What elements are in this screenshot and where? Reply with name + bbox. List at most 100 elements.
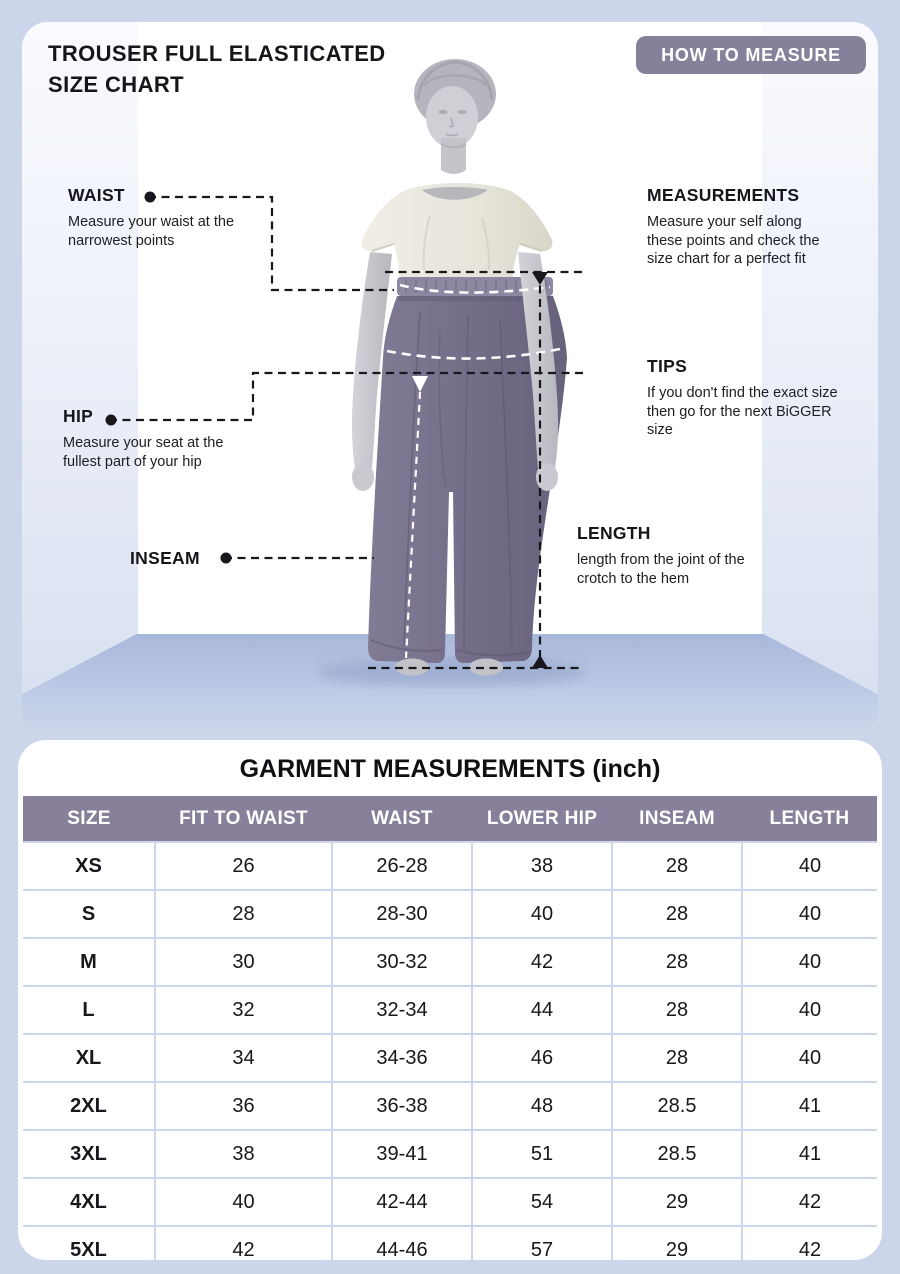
size-table-card: GARMENT MEASUREMENTS (inch) SIZE FIT TO W… (18, 740, 882, 1260)
size-cell: S (23, 890, 156, 939)
size-chart-table: SIZE FIT TO WAIST WAIST LOWER HIP INSEAM LENG… (23, 796, 877, 1260)
annotation-markers (105, 191, 548, 668)
table-row: 2XL 36 36-38 48 28.5 41 (23, 1082, 877, 1131)
value-cell: 28 (612, 1034, 743, 1083)
value-cell: 40 (742, 986, 877, 1035)
waist-connector-line (148, 195, 394, 292)
badge-label: HOW TO MEASURE (661, 44, 841, 65)
value-cell: 28.5 (612, 1130, 743, 1179)
table-row: L 32 32-34 44 28 40 (23, 986, 877, 1035)
right-foot (469, 658, 503, 676)
value-cell: 54 (472, 1178, 613, 1227)
value-cell: 40 (742, 1034, 877, 1083)
value-cell: 28 (155, 890, 333, 939)
table-row: XL 34 34-36 46 28 40 (23, 1034, 877, 1083)
left-arm (351, 252, 392, 468)
callout-length: LENGTH length from the joint of the crot… (577, 523, 777, 588)
value-cell: 29 (612, 1178, 743, 1227)
annotation-lines (109, 195, 585, 670)
value-cell: 57 (472, 1226, 613, 1260)
value-cell: 42 (155, 1226, 333, 1260)
value-cell: 26-28 (332, 842, 473, 891)
value-cell: 44 (472, 986, 613, 1035)
table-title: GARMENT MEASUREMENTS (inch) (239, 755, 661, 783)
room-left-wall (22, 22, 138, 738)
room-floor (22, 634, 878, 738)
column-header: WAIST (332, 796, 472, 843)
size-cell: 4XL (23, 1178, 156, 1227)
value-cell: 46 (472, 1034, 613, 1083)
hip-label: HIP (63, 406, 94, 426)
value-cell: 30-32 (332, 938, 473, 987)
table-row: 4XL 40 42-44 54 29 42 (23, 1178, 877, 1227)
value-cell: 28-30 (332, 890, 473, 939)
waist-label: WAIST (68, 185, 125, 205)
value-cell: 28 (612, 986, 743, 1035)
measurement-diagram (105, 59, 587, 686)
table-row: XS 26 26-28 38 28 40 (23, 842, 877, 891)
value-cell: 40 (742, 890, 877, 939)
value-cell: 28.5 (612, 1082, 743, 1131)
column-header: SIZE (23, 796, 155, 843)
room-right-wall (762, 22, 878, 738)
value-cell: 40 (742, 842, 877, 891)
size-cell: L (23, 986, 156, 1035)
measurements-label: MEASUREMENTS (647, 185, 800, 205)
size-cell: M (23, 938, 156, 987)
hip-desc: Measure your seat at the fullest part of… (63, 435, 224, 470)
figure-mannequin (317, 59, 587, 686)
value-cell: 36 (155, 1082, 333, 1131)
value-cell: 28 (612, 938, 743, 987)
value-cell: 32-34 (332, 986, 473, 1035)
table-row: M 30 30-32 42 28 40 (23, 938, 877, 987)
value-cell: 40 (155, 1178, 333, 1227)
callout-measurements: MEASUREMENTS Measure your self along the… (647, 185, 827, 269)
value-cell: 28 (612, 890, 743, 939)
value-cell: 29 (612, 1226, 743, 1260)
size-cell: 5XL (23, 1226, 156, 1260)
column-header: LOWER HIP (472, 796, 612, 843)
inseam-label: INSEAM (130, 548, 200, 568)
measurements-desc: Measure your self along these points and… (647, 214, 820, 268)
value-cell: 41 (742, 1082, 877, 1131)
t-shirt (361, 183, 553, 282)
value-cell: 30 (155, 938, 333, 987)
value-cell: 42 (472, 938, 613, 987)
inseam-arrow (412, 376, 428, 392)
value-cell: 26 (155, 842, 333, 891)
value-cell: 38 (155, 1130, 333, 1179)
value-cell: 38 (472, 842, 613, 891)
size-cell: 2XL (23, 1082, 156, 1131)
value-cell: 40 (472, 890, 613, 939)
table-row: S 28 28-30 40 28 40 (23, 890, 877, 939)
left-hand (352, 463, 374, 491)
value-cell: 42 (742, 1178, 877, 1227)
column-header: INSEAM (612, 796, 742, 843)
waist-guide-line (399, 283, 551, 294)
size-cell: 3XL (23, 1130, 156, 1179)
tips-label: TIPS (647, 356, 688, 376)
statue-face (426, 86, 478, 148)
value-cell: 40 (742, 938, 877, 987)
value-cell: 42-44 (332, 1178, 473, 1227)
hip-guide-line (386, 347, 561, 360)
inseam-guide-line (404, 391, 422, 659)
value-cell: 34 (155, 1034, 333, 1083)
column-header: FIT TO WAIST (155, 796, 332, 843)
waist-desc: Measure your waist at the narrowest poin… (68, 214, 235, 249)
size-cell: XL (23, 1034, 156, 1083)
how-to-measure-badge: HOW TO MEASURE (636, 36, 866, 74)
table-row: 5XL 42 44-46 57 29 42 (23, 1226, 877, 1260)
statue-neck (441, 138, 466, 174)
trousers (368, 296, 567, 663)
callout-tips: TIPS If you don't find the exact size th… (647, 356, 843, 440)
length-label: LENGTH (577, 523, 651, 543)
value-cell: 44-46 (332, 1226, 473, 1260)
table-body: XS 26 26-28 38 28 40 S 28 28-30 40 28 40 M 30 30-32 42 2… (23, 842, 877, 1260)
value-cell: 34-36 (332, 1034, 473, 1083)
size-cell: XS (23, 842, 156, 891)
right-arm (518, 252, 559, 468)
value-cell: 36-38 (332, 1082, 473, 1131)
length-desc: length from the joint of the crotch to t… (577, 552, 745, 587)
